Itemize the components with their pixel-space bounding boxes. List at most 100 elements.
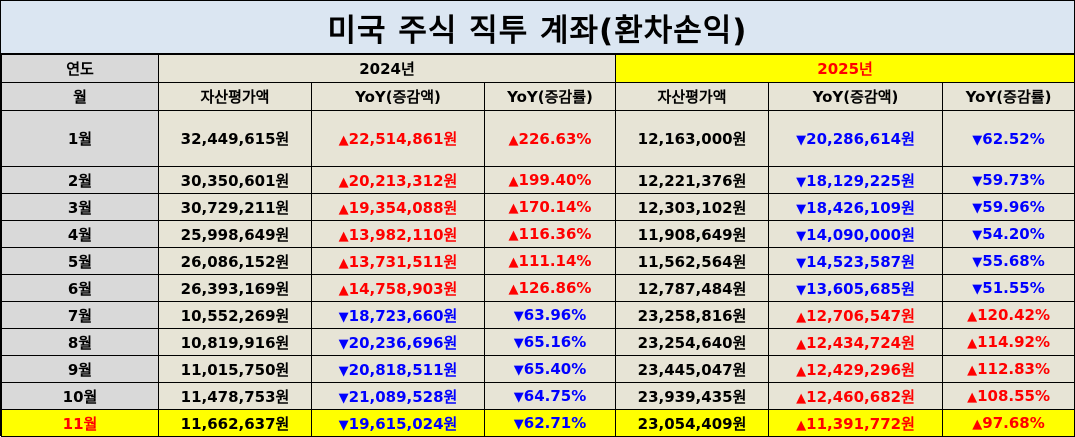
yoy-amount-2024-cell: ▼21,089,528원 xyxy=(311,382,485,410)
up-arrow-icon: ▲ xyxy=(967,309,978,324)
yoy-rate-2025-cell: ▲120.42% xyxy=(942,301,1075,329)
table-row: 11월 11,662,637원 ▼19,615,024원 ▼62.71% 23,054,… xyxy=(1,409,1075,437)
yoy-rate-2024-cell: ▲116.36% xyxy=(483,220,617,248)
month-cell: 10월 xyxy=(1,382,159,410)
table-row: 2월 30,350,601원 ▲20,213,312원 ▲199.40% 12,221,… xyxy=(1,166,1075,194)
month-cell: 8월 xyxy=(1,328,159,356)
table-row: 3월 30,729,211원 ▲19,354,088원 ▲170.14% 12,303,… xyxy=(1,193,1075,221)
yoy-rate-2024-cell: ▲170.14% xyxy=(483,193,617,221)
col-asset-2025: 자산평가액 xyxy=(615,82,770,111)
down-arrow-icon: ▼ xyxy=(972,282,983,297)
cell-value: 199.40% xyxy=(518,171,592,189)
up-arrow-icon: ▲ xyxy=(796,336,807,352)
asset-2025-cell: 12,221,376원 xyxy=(615,166,770,194)
yoy-rate-2025-cell: ▼51.55% xyxy=(942,274,1075,302)
col-yoy-amount-2024: YoY(증감액) xyxy=(311,82,485,111)
asset-2024-cell: 10,819,916원 xyxy=(158,328,312,356)
table-row: 6월 26,393,169원 ▲14,758,903원 ▲126.86% 12,787,… xyxy=(1,274,1075,302)
cell-value: 14,523,587원 xyxy=(806,252,915,271)
year-label-cell: 연도 xyxy=(1,54,159,83)
cell-value: 22,514,861원 xyxy=(348,130,458,148)
cell-value: 14,090,000원 xyxy=(806,225,915,244)
yoy-rate-2024-cell: ▼63.96% xyxy=(483,301,617,329)
header-row-columns: 월 자산평가액 YoY(증감액) YoY(증감률) 자산평가액 YoY(증감액)… xyxy=(1,82,1075,111)
asset-2025-cell: 23,939,435원 xyxy=(615,382,770,410)
yoy-amount-2025-cell: ▼18,129,225원 xyxy=(768,166,944,194)
up-arrow-icon: ▲ xyxy=(338,133,349,148)
month-label-cell: 월 xyxy=(1,82,159,111)
asset-2024-cell: 26,393,169원 xyxy=(158,274,312,302)
cell-value: 97.68% xyxy=(982,414,1045,432)
yoy-amount-2025-cell: ▲11,391,772원 xyxy=(768,409,944,437)
yoy-rate-2025-cell: ▼59.96% xyxy=(942,193,1075,221)
cell-value: 14,758,903원 xyxy=(348,279,458,298)
table-row: 10월 11,478,753원 ▼21,089,528원 ▼64.75% 23,939,… xyxy=(1,382,1075,410)
cell-value: 116.36% xyxy=(518,225,592,243)
cell-value: 59.96% xyxy=(982,198,1045,216)
cell-value: 20,286,614원 xyxy=(806,130,915,148)
table-row: 9월 11,015,750원 ▼20,818,511원 ▼65.40% 23,445,0… xyxy=(1,355,1075,383)
asset-2024-cell: 11,662,637원 xyxy=(158,409,312,437)
cell-value: 13,982,110원 xyxy=(348,225,458,244)
down-arrow-icon: ▼ xyxy=(796,282,807,298)
col-asset-2024: 자산평가액 xyxy=(158,82,312,111)
yoy-rate-2024-cell: ▲226.63% xyxy=(483,110,617,167)
yoy-amount-2024-cell: ▼20,818,511원 xyxy=(311,355,485,383)
down-arrow-icon: ▼ xyxy=(972,174,983,189)
sheet-title: 미국 주식 직투 계좌(환차손익) xyxy=(1,1,1074,54)
cell-value: 170.14% xyxy=(518,198,592,216)
cell-value: 18,129,225원 xyxy=(806,171,915,190)
down-arrow-icon: ▼ xyxy=(338,363,349,379)
up-arrow-icon: ▲ xyxy=(508,282,519,297)
yoy-rate-2025-cell: ▼54.20% xyxy=(942,220,1075,248)
cell-value: 120.42% xyxy=(977,306,1050,324)
cell-value: 12,460,682원 xyxy=(806,387,915,406)
yoy-rate-2025-cell: ▲97.68% xyxy=(942,409,1075,437)
yoy-amount-2024-cell: ▲13,731,511원 xyxy=(311,247,485,275)
yoy-rate-2024-cell: ▼65.16% xyxy=(483,328,617,356)
yoy-amount-2024-cell: ▲13,982,110원 xyxy=(311,220,485,248)
up-arrow-icon: ▲ xyxy=(338,174,349,190)
asset-2024-cell: 26,086,152원 xyxy=(158,247,312,275)
asset-2024-cell: 32,449,615원 xyxy=(158,110,312,167)
down-arrow-icon: ▼ xyxy=(513,309,524,324)
down-arrow-icon: ▼ xyxy=(338,309,349,325)
cell-value: 55.68% xyxy=(982,252,1045,270)
col-yoy-rate-2024: YoY(증감률) xyxy=(483,82,617,111)
yoy-rate-2025-cell: ▲108.55% xyxy=(942,382,1075,410)
asset-2025-cell: 23,054,409원 xyxy=(615,409,770,437)
asset-2024-cell: 30,350,601원 xyxy=(158,166,312,194)
header-row-year: 연도 2024년 2025년 xyxy=(1,54,1075,83)
month-cell: 11월 xyxy=(1,409,159,437)
down-arrow-icon: ▼ xyxy=(972,228,983,243)
data-table: 연도 2024년 2025년 월 자산평가액 YoY(증감액) YoY(증감률)… xyxy=(1,54,1075,437)
up-arrow-icon: ▲ xyxy=(796,417,807,433)
down-arrow-icon: ▼ xyxy=(338,336,349,352)
yoy-rate-2024-cell: ▼62.71% xyxy=(483,409,617,437)
table-row: 1월 32,449,615원 ▲22,514,861원 ▲226.63% 12,163,… xyxy=(1,110,1075,167)
cell-value: 20,213,312원 xyxy=(348,171,458,190)
asset-2024-cell: 11,478,753원 xyxy=(158,382,312,410)
down-arrow-icon: ▼ xyxy=(796,255,807,271)
cell-value: 13,731,511원 xyxy=(348,252,458,271)
yoy-amount-2024-cell: ▲14,758,903원 xyxy=(311,274,485,302)
yoy-rate-2024-cell: ▼65.40% xyxy=(483,355,617,383)
up-arrow-icon: ▲ xyxy=(967,336,978,351)
month-cell: 1월 xyxy=(1,110,159,167)
cell-value: 64.75% xyxy=(523,387,587,405)
cell-value: 62.71% xyxy=(523,414,587,432)
yoy-amount-2025-cell: ▼14,523,587원 xyxy=(768,247,944,275)
up-arrow-icon: ▲ xyxy=(967,363,978,378)
up-arrow-icon: ▲ xyxy=(508,228,519,243)
yoy-rate-2025-cell: ▼59.73% xyxy=(942,166,1075,194)
cell-value: 59.73% xyxy=(982,171,1045,189)
yoy-amount-2025-cell: ▼13,605,685원 xyxy=(768,274,944,302)
cell-value: 18,723,660원 xyxy=(348,306,458,325)
month-cell: 5월 xyxy=(1,247,159,275)
cell-value: 19,615,024원 xyxy=(348,414,458,433)
down-arrow-icon: ▼ xyxy=(796,133,807,148)
yoy-amount-2025-cell: ▼14,090,000원 xyxy=(768,220,944,248)
month-cell: 9월 xyxy=(1,355,159,383)
down-arrow-icon: ▼ xyxy=(796,174,807,190)
table-row: 8월 10,819,916원 ▼20,236,696원 ▼65.16% 23,254,6… xyxy=(1,328,1075,356)
